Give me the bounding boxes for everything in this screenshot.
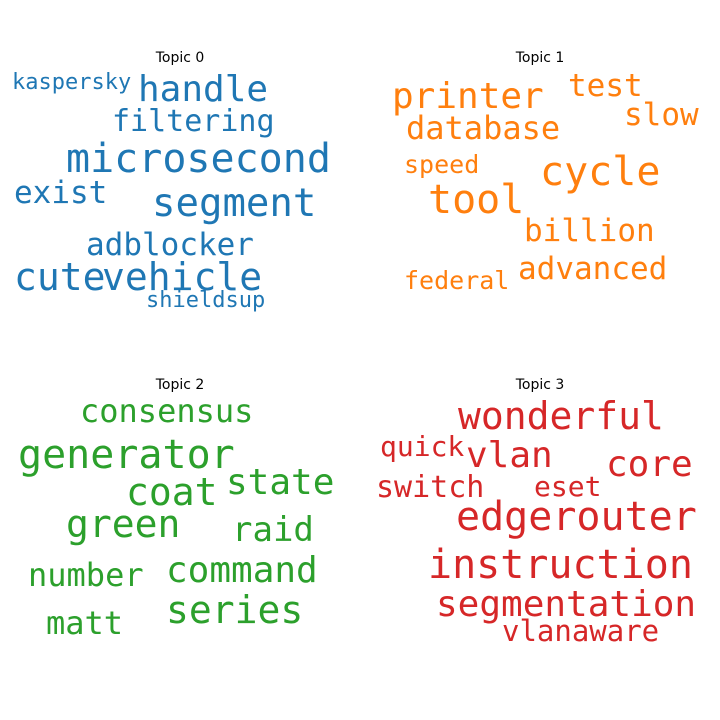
topic-0-word-microsecond: microsecond: [66, 136, 331, 182]
topic-3-word-core: core: [606, 444, 693, 485]
topic-3-word-instruction: instruction: [428, 542, 693, 588]
topic-3-word-eset: eset: [534, 470, 602, 503]
topic-2-word-generator: generator: [18, 432, 235, 478]
topic-0-word-kaspersky: kaspersky: [12, 70, 132, 95]
topic-2-panel: Topic 2 consensus generator state coat g…: [0, 327, 360, 687]
topic-1-word-database: database: [406, 109, 561, 147]
topic-1-word-federal: federal: [404, 266, 510, 295]
topic-3-word-vlan: vlan: [466, 435, 553, 476]
topic-1-word-test: test: [568, 68, 643, 104]
topic-0-word-shieldsup: shieldsup: [146, 288, 266, 313]
topic-2-word-series: series: [166, 588, 304, 632]
topic-2-word-number: number: [28, 556, 144, 594]
topic-1-word-tool: tool: [428, 177, 525, 223]
topic-2-word-consensus: consensus: [80, 392, 254, 430]
topic-2-word-raid: raid: [232, 510, 314, 550]
topic-1-word-slow: slow: [624, 97, 699, 133]
topic-1-word-advanced: advanced: [518, 251, 668, 287]
topic-3-title: Topic 3: [515, 377, 565, 393]
topic-3-panel: Topic 3 wonderful quick vlan core switch…: [360, 327, 720, 687]
topic-0-word-handle: handle: [138, 69, 269, 110]
topic-2-word-green: green: [66, 502, 181, 546]
topic-2-title: Topic 2: [155, 377, 205, 393]
topic-0-word-filtering: filtering: [112, 104, 275, 139]
topic-1-title: Topic 1: [515, 50, 565, 66]
topic-1-word-speed: speed: [404, 150, 480, 179]
topic-2-word-state: state: [226, 462, 335, 503]
topic-0-word-vehicle: vehicle: [102, 255, 263, 299]
topic-3-word-edgerouter: edgerouter: [456, 494, 697, 540]
topic-3-word-switch: switch: [376, 470, 485, 505]
topic-3-word-segmentation: segmentation: [436, 584, 697, 625]
topic-1-panel: Topic 1 printer test database slow speed…: [360, 0, 720, 360]
topic-3-word-wonderful: wonderful: [458, 394, 664, 438]
topic-0-word-exist: exist: [14, 175, 108, 211]
topic-0-panel: Topic 0 kaspersky handle filtering micro…: [0, 0, 360, 360]
topic-1-word-billion: billion: [524, 213, 655, 249]
topic-0-word-adblocker: adblocker: [86, 227, 254, 263]
topic-2-word-command: command: [166, 550, 318, 591]
topic-1-word-cycle: cycle: [540, 149, 661, 195]
topic-1-word-printer: printer: [392, 76, 544, 117]
topic-0-word-cute: cute: [14, 255, 106, 299]
topic-0-title: Topic 0: [155, 50, 205, 66]
topic-0-word-segment: segment: [152, 181, 317, 226]
topic-2-word-coat: coat: [126, 470, 218, 514]
topic-3-word-quick: quick: [380, 430, 465, 463]
topic-3-word-vlanaware: vlanaware: [502, 614, 660, 648]
topic-2-word-matt: matt: [46, 604, 124, 642]
